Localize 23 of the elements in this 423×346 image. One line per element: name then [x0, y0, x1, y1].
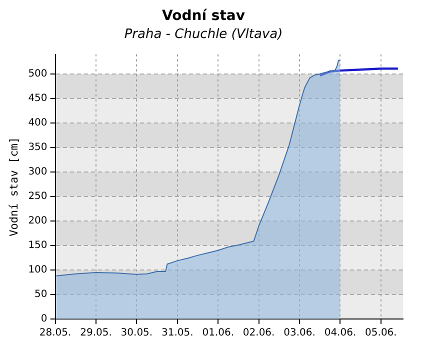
y-tick-label: 500	[28, 68, 48, 80]
x-tick-label: 02.06.	[242, 328, 275, 339]
y-tick-label: 0	[40, 314, 48, 325]
x-tick-label: 04.06.	[324, 328, 356, 339]
y-tick-label: 200	[28, 216, 48, 227]
x-tick-label: 05.06.	[365, 328, 397, 339]
x-tick-label: 28.05.	[39, 328, 72, 339]
y-tick-label: 450	[28, 93, 48, 104]
chart-subtitle: Praha - Chuchle (Vltava)	[124, 26, 283, 42]
x-tick-label: 03.06.	[284, 328, 316, 339]
x-tick-label: 31.05.	[162, 328, 194, 339]
y-tick-label: 350	[28, 142, 48, 154]
y-tick-label: 250	[28, 191, 48, 202]
y-tick-label: 50	[34, 289, 48, 300]
y-tick-label: 100	[28, 264, 48, 276]
x-tick-label: 30.05.	[120, 328, 153, 339]
x-tick-label: 01.06.	[202, 328, 234, 339]
y-tick-label: 300	[28, 166, 48, 178]
y-axis-title: Vodní stav [cm]	[7, 137, 20, 236]
chart-title: Vodní stav	[162, 8, 245, 24]
y-tick-label: 150	[28, 240, 48, 252]
x-tick-label: 29.05.	[80, 328, 112, 339]
y-tick-label: 400	[28, 118, 48, 129]
